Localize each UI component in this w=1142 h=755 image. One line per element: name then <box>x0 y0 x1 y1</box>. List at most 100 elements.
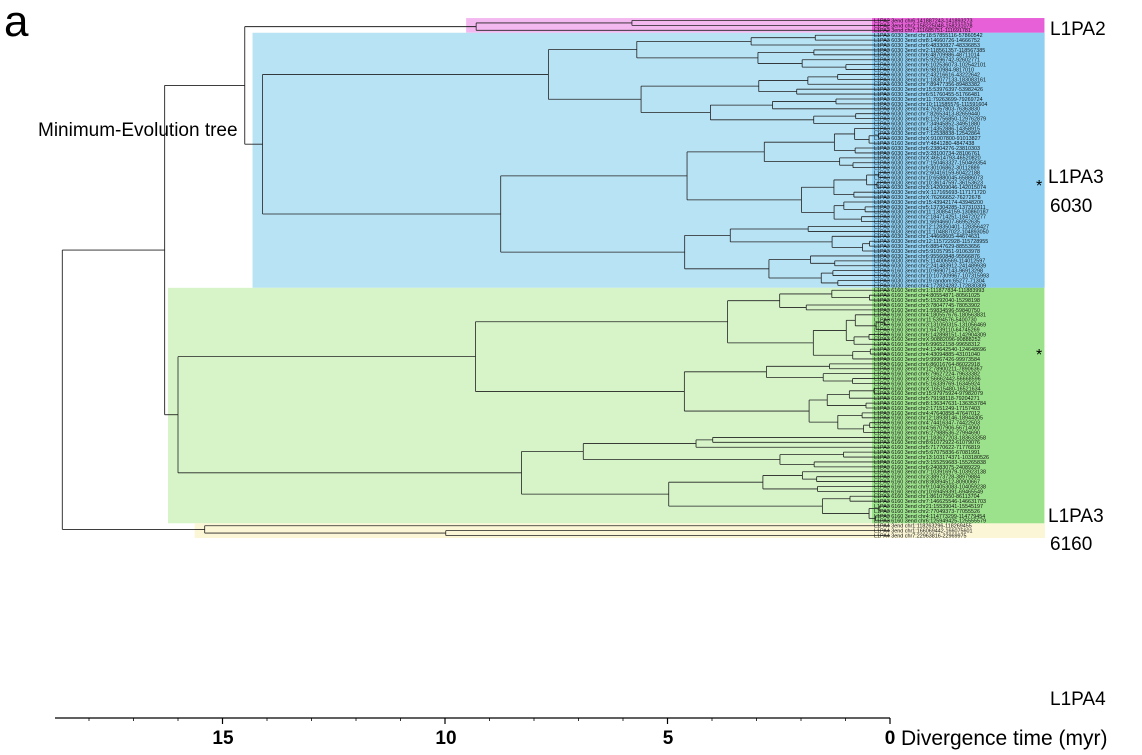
leaf-label: L1PA2 3end chr2:158225048-158231078 <box>874 23 973 29</box>
leaf-label: L1PA3 6160 3end chr10:96907143-96913298 <box>874 269 983 275</box>
leaf-label: L1PA3 6030 3end chr6:95560848-95566876 <box>874 254 980 260</box>
clade-label-l1pa3-6160-line2: 6160 <box>1050 534 1092 555</box>
leaf-label: L1PA3 6030 3end chr6:9810984-9817010 <box>874 67 974 73</box>
leaf-label: L1PA3 6160 3end chr15:97975924-97982079 <box>874 391 983 397</box>
leaf-label: L1PA3 6160 3end chr4:56707906-56714060 <box>874 426 980 432</box>
clade-backgrounds <box>168 18 1046 538</box>
leaf-label: L1PA3 6160 3end chr21:15539041-15545197 <box>874 504 983 510</box>
leaf-label: L1PA3 6030 3end chr4:76357803-76363830 <box>874 107 980 113</box>
leaf-label: L1PA3 6160 3end chr13:103174371-10318052… <box>874 455 989 461</box>
leaf-label: L1PA3 6160 3end chr7:103916979-103923138 <box>874 470 986 476</box>
leaf-label: L1PA4 3end chr7:22963816-22969975 <box>874 533 967 539</box>
leaf-label: L1PA3 6160 3end chr6:86016764-86022918 <box>874 362 980 368</box>
leaf-label: L1PA3 6030 3end chr7:150463327-150469354 <box>874 161 986 167</box>
leaf-label: L1PA3 6160 3end chr1:86107550-86113704 <box>874 494 980 500</box>
leaf-label: L1PA3 6160 3end chr6:99652158-99658312 <box>874 342 980 348</box>
leaf-label: L1PA3 6160 3end chr11:5394576-5400730 <box>874 318 977 324</box>
axis-tick-label-0: 0 <box>885 728 896 749</box>
leaf-label: L1PA3 6030 3end chr1:44668605-44674631 <box>874 234 980 240</box>
leaf-label: L1PA3 6160 3end chr5:16339769-16345924 <box>874 381 980 387</box>
leaf-label: L1PA3 6030 3end chrX:91007800-91013827 <box>874 136 981 142</box>
leaf-label: L1PA3 6160 3end chr1:64739110-64745269 <box>874 327 980 333</box>
leaf-label: L1PA3 6030 3end chr4:172824282-172830309 <box>874 283 986 289</box>
leaf-label: L1PA3 6030 3end chr10:111585576-11159160… <box>874 102 987 108</box>
axis-tick-label-15: 15 <box>212 728 234 749</box>
leaf-label: L1PA3 6030 3end chr9:30106862-30112889 <box>874 166 980 172</box>
leaf-label: L1PA3 6160 3end chrX:90882096-90888252 <box>874 337 981 343</box>
leaf-label: L1PA3 6160 3end chr8:61072922-61079076 <box>874 440 980 446</box>
leaf-label: L1PA3 6030 3end chr6:88547629-88553656 <box>874 244 980 250</box>
clade-label-l1pa2: L1PA2 <box>1050 19 1106 40</box>
leaf-label: L1PA3 6030 3end chr10:65880045-65886073 <box>874 175 983 181</box>
leaf-label: L1PA3 6160 3end chr9:104053083-104059238 <box>874 484 986 490</box>
leaf-label: L1PA3 6030 3end chr1:66946607-66952635 <box>874 220 980 226</box>
leaf-label: L1PA3 6030 3end chr5:114006569-114012597 <box>874 259 985 265</box>
axis-tick-label-5: 5 <box>663 728 674 749</box>
leaf-label: L1PA3 6160 3end chr4:180557676-180563831 <box>874 313 986 319</box>
leaf-label: L1PA3 6160 3end chr2:17151249-17157403 <box>874 406 980 412</box>
leaf-label: L1PA3 6030 3end chr8:129756850-129762879 <box>874 117 986 123</box>
leaf-label: L1PA3 6030 3end chr8:14660726-14666752 <box>874 38 980 44</box>
leaf-label: L1PA3 6160 3end chr4:114773299-114779454 <box>874 514 985 520</box>
leaf-label: L1PA3 6160 3end chr5:79198118-79204271 <box>874 396 980 402</box>
leaf-label: L1PA3 6160 3end chr4:43094885-43101040 <box>874 352 980 358</box>
axis-tick-label-10: 10 <box>435 728 456 749</box>
leaf-label: L1PA4 3end chr1:118263296-118269455 <box>874 524 972 530</box>
leaf-label: L1PA3 6030 3end chr12:115722928-11572895… <box>874 239 988 245</box>
leaf-label: L1PA3 6160 3end chr12:18938146-18944305 <box>874 416 983 422</box>
leaf-label: L1PA3 6160 3end chr3:78047745-78053902 <box>874 303 980 309</box>
leaf-label: L1PA3 6030 3end chr12:128350401-12835642… <box>874 224 989 230</box>
leaf-label: L1PA3 6030 3end chr10:36147597-36153623 <box>874 180 983 186</box>
leaf-label: L1PA3 6030 3end chrX:117165693-117171720 <box>874 190 986 196</box>
leaf-label: L1PA3 6030 3end chr7:89477356-89483382 <box>874 82 980 88</box>
leaf-band-l1pa3-6030 <box>872 32 1044 288</box>
clade-label-l1pa3-6030-line1: L1PA3 <box>1048 167 1104 188</box>
leaf-label: L1PA3 6160 3end chr10:69459391-69465549 <box>874 489 983 495</box>
axis-title: Divergence time (myr) <box>901 727 1108 750</box>
leaf-label: L1PA3 6160 3end chr4:47640858-47647012 <box>874 411 980 417</box>
leaf-label: L1PA3 6160 3end chr2:77049373-77055526 <box>874 509 980 515</box>
leaf-label: L1PA3 6160 3end chr1:183627203-183633358 <box>874 435 986 441</box>
leaf-label: L1PA3 6030 3end chr6:48330827-48336853 <box>874 43 980 49</box>
tree-title: Minimum-Evolution tree <box>38 120 238 141</box>
star-marker-chr10: * <box>1036 347 1042 364</box>
leaf-label: L1PA3 6160 3end chr4:80554871-80561025 <box>874 293 980 299</box>
leaf-label: L1PA3 6160 3end chrY:4841280-4847438 <box>874 141 974 147</box>
leaf-label: L1PA3 6160 3end chr5:67075836-67081991 <box>874 450 980 456</box>
leaf-label: L1PA3 6160 3end chr12:78900211-78906367 <box>874 367 983 373</box>
leaf-label: L1PA3 6030 3end chr3:142009046-142015074 <box>874 185 986 191</box>
leaf-label: L1PA3 6160 3end chr1:59834596-59840750 <box>874 308 980 314</box>
leaf-label: L1PA3 6160 3end chr4:74416347-74422503 <box>874 421 980 427</box>
leaf-label: L1PA3 6160 3end chr3:131050315-131056469 <box>874 323 986 329</box>
leaf-label: L1PA3 6030 3end chr15:43942174-43948200 <box>874 200 983 206</box>
leaf-label: L1PA3 6030 3end chrX:46514793-46520820 <box>874 156 981 162</box>
leaf-label: L1PA2 3end chr7:111685751-111691781 <box>874 28 971 34</box>
leaf-label: L1PA3 6160 3end chr6:142898151-142904309 <box>874 332 986 338</box>
time-axis <box>55 717 891 724</box>
leaf-label: L1PA3 6030 3end chr15:53976397-53982426 <box>874 87 983 93</box>
leaf-label: L1PA3 6160 3end chr9:99967426-99973584 <box>874 357 980 363</box>
leaf-band-l1pa2 <box>872 18 1044 33</box>
leaf-label: L1PA3 6160 3end chr5:15292040-15298198 <box>874 298 980 304</box>
leaf-label: L1PA3 6030 3end chr2:43216616-43222642 <box>874 72 980 78</box>
leaf-label: L1PA3 6160 3end chr4:124642540-124648696 <box>874 347 986 353</box>
leaf-label: L1PA3 6030 3end chr2:184714251-184720277 <box>874 215 986 221</box>
leaf-label: L1PA3 6160 3end chr8:136347631-136353784 <box>874 401 986 407</box>
leaf-label: L1PA3 6030 3end chr5:91057951-91063978 <box>874 249 980 255</box>
leaf-label: L1PA3 6030 3end chr4:14352886-14358915 <box>874 126 980 132</box>
leaf-label: L1PA3 6030 3end chr11:130854159-13086018… <box>874 210 989 216</box>
leaf-label: L1PA3 6160 3end chr6:125949425-125555579 <box>874 519 986 525</box>
leaf-label: L1PA3 6030 3end chr3:28100734-28106761 <box>874 151 980 157</box>
leaf-label: L1PA3 6030 3end chr7:12538838-12542864 <box>874 131 980 137</box>
leaf-label: L1PA3 6030 3end chr2:241483912-241489939 <box>874 264 986 270</box>
leaf-label: L1PA3 6030 3end chr11:79263699-79269724 <box>874 97 983 103</box>
leaf-label: L1PA3 6030 3end chrX:76266652-76272678 <box>874 195 981 201</box>
star-marker-chry: * <box>1036 178 1042 195</box>
panel-letter: a <box>4 0 29 46</box>
leaf-label: L1PA3 6160 3end chr6:27988536-27994690 <box>874 430 980 436</box>
leaf-label: L1PA3 6030 3end chr6:23804276-23810303 <box>874 146 980 152</box>
clade-label-l1pa3-6030-line2: 6030 <box>1050 196 1092 217</box>
leaf-label: L1PA3 6030 3end chr10:107309967-10731599… <box>874 273 989 279</box>
leaf-label: L1PA3 6030 3end chr5:137304285-137310311 <box>874 205 986 211</box>
